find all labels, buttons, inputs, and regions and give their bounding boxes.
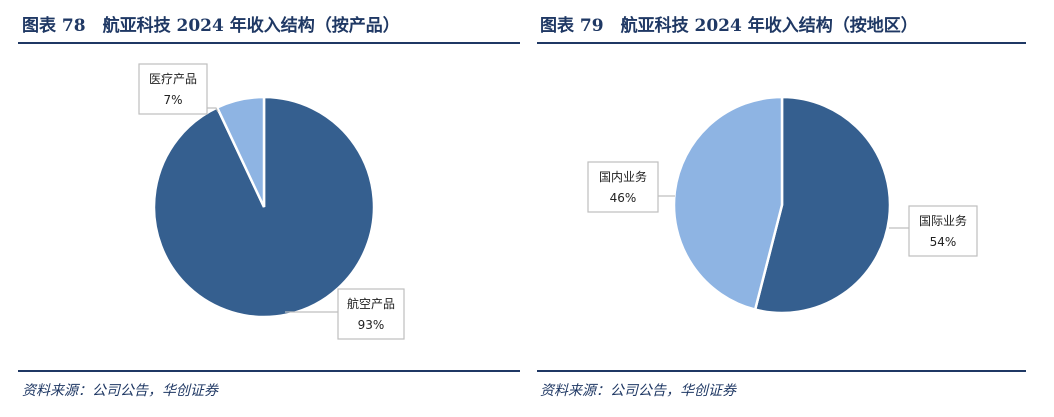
chart-panel-region: 图表 79 航亚科技 2024 年收入结构（按地区） 国际业务 54% 国内业务 46… [537,0,1054,417]
slice-percent-label: 7% [163,93,182,107]
chart-title: 图表 78 航亚科技 2024 年收入结构（按产品） [22,16,400,36]
callout-box [138,63,208,115]
slice-name-label: 国内业务 [599,169,647,184]
callout-box [587,161,659,213]
pie-chart-region: 国际业务 54% 国内业务 46% [587,95,978,315]
title-divider [18,42,520,44]
source-divider [537,370,1026,372]
slice-name-label: 医疗产品 [149,72,197,86]
chart-title: 图表 79 航亚科技 2024 年收入结构（按地区） [540,16,918,36]
pie-slice [753,95,892,315]
slice-name-label: 国际业务 [919,213,967,228]
callout-leader [207,107,219,113]
slice-name-label: 航空产品 [347,296,395,311]
slice-percent-label: 46% [610,191,637,205]
source-note: 资料来源：公司公告，华创证券 [540,383,736,399]
source-note: 资料来源：公司公告，华创证券 [22,383,218,399]
callout-box [908,205,978,257]
callout-box [337,288,405,340]
slice-percent-label: 93% [358,318,385,332]
pie-slice [672,95,784,312]
slice-percent-label: 54% [930,235,957,249]
title-divider [537,42,1026,44]
pie-chart-product: 航空产品 93% 医疗产品 7% [138,63,405,340]
chart-panel-product: 图表 78 航亚科技 2024 年收入结构（按产品） 航空产品 93% 医疗产品 7%… [0,0,520,417]
pie-slice [215,95,266,208]
source-divider [18,370,520,372]
